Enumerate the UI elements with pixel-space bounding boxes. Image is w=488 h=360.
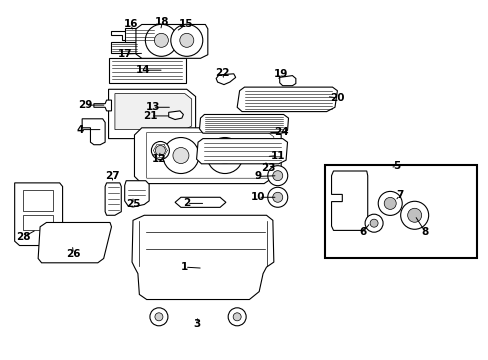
Circle shape	[233, 313, 241, 321]
Text: 24: 24	[273, 127, 288, 138]
Polygon shape	[108, 89, 195, 139]
Circle shape	[151, 141, 169, 159]
Polygon shape	[279, 76, 295, 86]
Text: 25: 25	[125, 199, 140, 210]
Text: 7: 7	[395, 190, 403, 200]
Circle shape	[272, 171, 282, 181]
Text: 20: 20	[329, 93, 344, 103]
Text: 16: 16	[123, 19, 138, 30]
Circle shape	[155, 145, 165, 156]
Polygon shape	[175, 197, 225, 207]
Circle shape	[400, 201, 428, 229]
Polygon shape	[115, 94, 191, 130]
Polygon shape	[199, 114, 288, 133]
Text: 22: 22	[215, 68, 229, 78]
Text: 8: 8	[421, 227, 428, 237]
Text: 17: 17	[117, 49, 132, 59]
Bar	[23, 215, 53, 230]
Polygon shape	[132, 215, 273, 300]
Polygon shape	[237, 87, 337, 112]
Text: 12: 12	[151, 154, 166, 164]
Bar	[325, 165, 476, 258]
Text: 11: 11	[270, 150, 285, 161]
Text: 3: 3	[193, 319, 200, 329]
Circle shape	[180, 33, 193, 47]
Polygon shape	[216, 74, 235, 85]
Text: 27: 27	[105, 171, 120, 181]
Circle shape	[217, 148, 232, 163]
Circle shape	[155, 313, 163, 321]
Polygon shape	[94, 100, 111, 111]
Text: 15: 15	[178, 19, 193, 30]
Polygon shape	[168, 111, 183, 120]
Polygon shape	[124, 181, 149, 207]
Text: 29: 29	[78, 100, 93, 110]
Circle shape	[150, 308, 167, 326]
Circle shape	[267, 166, 287, 186]
Bar	[124, 28, 155, 42]
Polygon shape	[111, 31, 126, 40]
Polygon shape	[38, 222, 111, 263]
Circle shape	[170, 24, 203, 56]
Text: 9: 9	[254, 171, 261, 181]
Circle shape	[384, 197, 395, 210]
Circle shape	[173, 148, 188, 163]
Bar	[23, 190, 53, 211]
Text: 10: 10	[250, 192, 265, 202]
Circle shape	[272, 192, 282, 202]
Circle shape	[163, 138, 199, 174]
Polygon shape	[82, 119, 105, 145]
Polygon shape	[136, 24, 207, 58]
Circle shape	[407, 208, 421, 222]
Polygon shape	[331, 171, 367, 230]
Polygon shape	[108, 58, 185, 83]
Text: 28: 28	[16, 232, 31, 242]
Polygon shape	[134, 128, 281, 184]
Text: 21: 21	[143, 111, 158, 121]
Text: 5: 5	[393, 161, 400, 171]
Circle shape	[145, 24, 177, 56]
Text: 6: 6	[359, 227, 366, 237]
Circle shape	[377, 192, 402, 215]
Polygon shape	[15, 183, 62, 246]
Text: 18: 18	[155, 17, 169, 27]
Text: 14: 14	[135, 65, 150, 75]
Text: 13: 13	[145, 102, 160, 112]
Text: 4: 4	[77, 125, 84, 135]
Polygon shape	[105, 183, 121, 215]
Text: 1: 1	[181, 262, 188, 272]
Circle shape	[228, 308, 245, 326]
Circle shape	[154, 33, 168, 47]
Text: 23: 23	[260, 163, 275, 174]
Text: 2: 2	[183, 198, 190, 208]
Polygon shape	[196, 139, 287, 164]
Circle shape	[206, 138, 243, 174]
Circle shape	[365, 214, 382, 232]
Text: 26: 26	[66, 249, 81, 259]
Text: 19: 19	[273, 69, 288, 79]
Bar	[111, 42, 138, 53]
Circle shape	[267, 187, 287, 207]
Circle shape	[369, 219, 377, 227]
